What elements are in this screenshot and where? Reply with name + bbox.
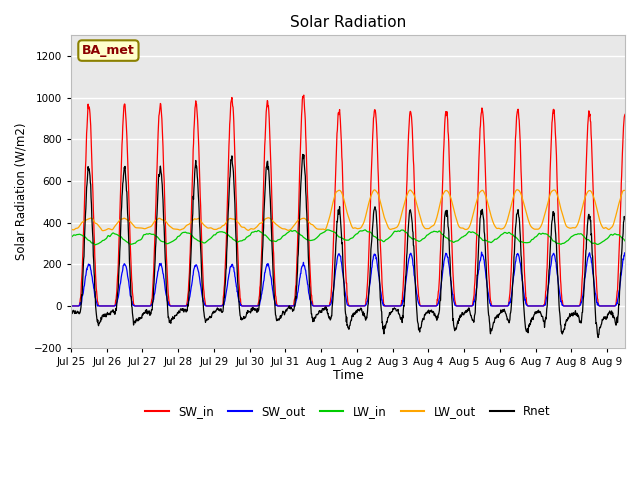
SW_in (486, 298, 494, 304)
SW_out (477, 249, 485, 255)
Title: Solar Radiation: Solar Radiation (290, 15, 406, 30)
LW_out (513, 187, 521, 192)
LW_in (92, 242, 99, 248)
LW_in (227, 234, 235, 240)
SW_out (227, 264, 235, 269)
LW_out (486, 211, 494, 216)
X-axis label: Time: Time (333, 370, 364, 383)
LW_in (278, 235, 285, 241)
Line: LW_out: LW_out (71, 190, 625, 231)
SW_in (621, 111, 629, 117)
SW_out (166, 303, 174, 309)
SW_out (277, 303, 285, 309)
Line: LW_in: LW_in (71, 230, 625, 245)
SW_out (486, 301, 494, 307)
Rnet (595, 335, 602, 340)
SW_out (67, 303, 75, 309)
SW_in (227, 100, 235, 106)
Legend: SW_in, SW_out, LW_in, LW_out, Rnet: SW_in, SW_out, LW_in, LW_out, Rnet (140, 400, 556, 423)
SW_in (277, 303, 285, 309)
Line: Rnet: Rnet (71, 155, 625, 337)
SW_out (621, 251, 629, 257)
LW_in (167, 240, 175, 245)
Rnet (548, 218, 556, 224)
SW_in (177, 303, 185, 309)
Rnet (277, 313, 285, 319)
LW_out (99, 228, 107, 234)
Rnet (486, 331, 494, 336)
SW_in (548, 120, 556, 125)
LW_in (361, 227, 369, 233)
SW_out (548, 253, 556, 259)
Text: BA_met: BA_met (82, 44, 135, 57)
LW_out (548, 188, 556, 194)
LW_in (548, 238, 556, 243)
Rnet (299, 152, 307, 157)
SW_in (67, 303, 75, 309)
Line: SW_in: SW_in (71, 95, 625, 306)
Y-axis label: Solar Radiation (W/m2): Solar Radiation (W/m2) (15, 123, 28, 260)
Rnet (177, 306, 185, 312)
Rnet (67, 311, 75, 316)
LW_in (177, 231, 185, 237)
LW_out (67, 227, 75, 232)
LW_out (177, 227, 185, 232)
LW_in (487, 240, 495, 245)
Rnet (621, 215, 629, 220)
LW_out (278, 225, 285, 231)
Line: SW_out: SW_out (71, 252, 625, 306)
SW_in (300, 92, 308, 98)
LW_in (621, 238, 629, 244)
LW_out (621, 188, 629, 193)
LW_out (227, 216, 235, 221)
Rnet (227, 156, 235, 162)
SW_in (166, 303, 174, 309)
LW_in (67, 234, 75, 240)
Rnet (166, 319, 174, 324)
LW_out (167, 224, 175, 230)
SW_out (177, 303, 185, 309)
